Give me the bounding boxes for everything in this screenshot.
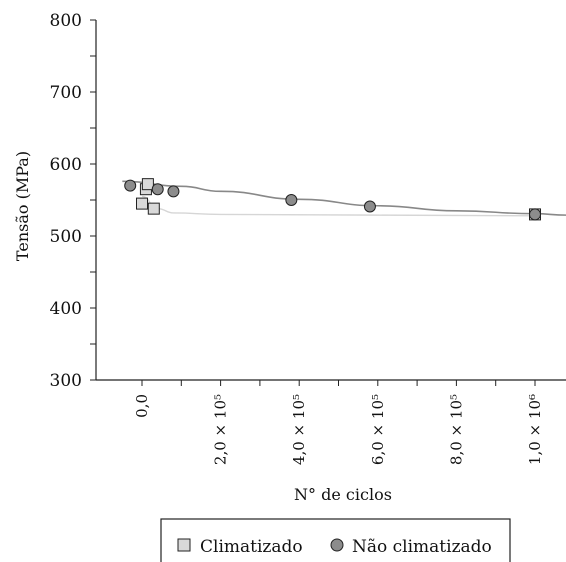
point-climatizado [147,202,160,215]
y-tick-label: 700 [50,83,82,103]
point-nao-climatizado [151,183,164,196]
point-nao-climatizado [363,200,376,213]
x-tick-label: 1,0 × 10⁶ [526,394,544,465]
y-axis-title: Tensão (MPa) [13,151,32,261]
x-tick-label: 4,0 × 10⁵ [290,394,308,465]
legend-swatch-nao-climatizado [330,538,344,552]
trend-line-nao-climatizado [122,180,566,216]
y-tick-label: 800 [50,11,82,31]
legend-label-nao-climatizado: Não climatizado [352,537,492,557]
trend-lines [122,180,566,217]
y-tick-label: 400 [50,299,82,319]
legend-swatch-climatizado [177,538,191,552]
x-tick-label: 6,0 × 10⁵ [369,394,387,465]
x-tick-label: 2,0 × 10⁵ [212,394,230,465]
point-nao-climatizado [124,179,137,192]
point-nao-climatizado [167,185,180,198]
y-tick-label: 500 [50,227,82,247]
y-tick-label: 300 [50,371,82,391]
x-tick-label: 0,0 [133,394,151,418]
axes: 300 400 500 600 700 800 0,0 2,0 × 10⁵ 4,0 × 10⁵ 6… [50,11,566,465]
point-climatizado [136,197,148,210]
point-nao-climatizado [529,208,541,221]
point-nao-climatizado [285,194,298,206]
data-points [124,178,541,221]
point-climatizado [141,178,154,191]
trend-line-climatizado [141,195,536,217]
legend-label-climatizado: Climatizado [200,537,303,557]
y-tick-label: 600 [50,155,82,175]
x-tick-label: 8,0 × 10⁵ [447,394,465,465]
legend: Climatizado Não climatizado [160,518,511,562]
x-axis-title: N° de ciclos [294,485,392,504]
